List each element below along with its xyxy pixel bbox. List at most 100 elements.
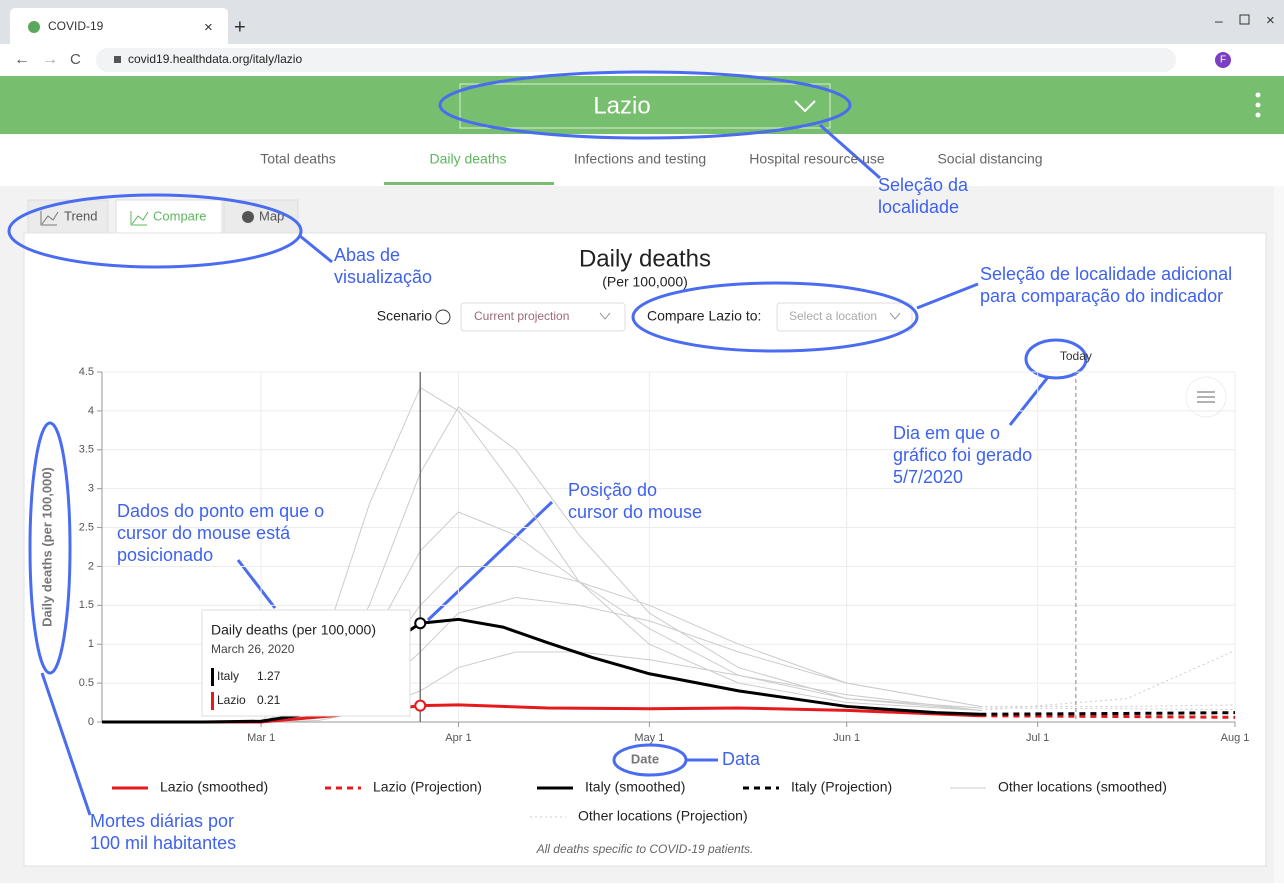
x-tick-label: Jun 1 [833, 732, 860, 744]
url: covid19.healthdata.org/italy/lazio [128, 52, 302, 66]
info-icon[interactable] [435, 309, 451, 325]
maximize[interactable] [1239, 14, 1250, 25]
scenario-label: Scenario [377, 308, 432, 324]
footnote: All deaths specific to COVID-19 patients… [536, 842, 754, 856]
annotation: cursor do mouse está [117, 523, 291, 543]
y-tick-label: 4 [88, 405, 94, 417]
annotation: Dados do ponto em que o [117, 501, 324, 521]
y-axis-label: Daily deaths (per 100,000) [39, 467, 54, 627]
annotation: para comparação do indicador [980, 286, 1223, 306]
annotation: cursor do mouse [568, 502, 702, 522]
annotation: Dia em que o [893, 423, 1000, 443]
annotation: Seleção da [878, 175, 969, 195]
annotation: 5/7/2020 [893, 467, 963, 487]
location-select[interactable] [459, 83, 831, 129]
annotation: Data [722, 749, 761, 769]
trend-icon [40, 211, 59, 226]
compare-select[interactable] [776, 302, 913, 332]
map-icon [242, 211, 254, 223]
nav-active-underline [384, 182, 554, 185]
annotation: Posição do [568, 480, 657, 500]
tab-close[interactable]: × [204, 19, 213, 36]
x-tick-label: Mar 1 [247, 732, 275, 744]
x-axis-label: Date [631, 751, 659, 766]
chart-subtitle: (Per 100,000) [602, 274, 688, 290]
series-line [980, 714, 1236, 719]
y-tick-label: 0.5 [79, 677, 94, 689]
scenario-select[interactable] [460, 302, 626, 332]
y-tick-label: 2.5 [79, 521, 94, 533]
compare-icon [130, 211, 149, 226]
settings-icon [1197, 391, 1215, 403]
x-tick-label: Jul 1 [1026, 732, 1049, 744]
profile-avatar[interactable] [1215, 52, 1231, 68]
tooltip-swatch [211, 692, 214, 710]
chevron [599, 312, 611, 320]
y-tick-label: 1.5 [79, 599, 94, 611]
back-button[interactable]: ← [14, 51, 30, 68]
forward-button[interactable]: → [42, 51, 58, 68]
annotation: posicionado [117, 545, 213, 565]
tooltip [201, 609, 411, 717]
tab-title: COVID-19 [48, 19, 104, 33]
lock-icon [114, 56, 121, 63]
legend-label: Lazio (smoothed) [160, 779, 268, 795]
other-line [980, 649, 1236, 711]
nav-item[interactable]: Total deaths [260, 151, 336, 167]
reload-button[interactable]: C [70, 51, 81, 68]
other-line [102, 651, 981, 723]
minimize[interactable]: – [1215, 13, 1223, 29]
series-line [980, 711, 1236, 716]
new-tab[interactable]: + [234, 16, 246, 38]
profile-initial: F [1220, 55, 1226, 66]
x-tick-label: May 1 [634, 732, 664, 744]
legend-label: Italy (smoothed) [585, 779, 685, 795]
address-bar[interactable] [96, 48, 1176, 72]
view-tab-label: Compare [153, 208, 206, 223]
view-tab-label: Trend [64, 208, 97, 223]
x-tick-label: Aug 1 [1221, 732, 1250, 744]
annotation: localidade [878, 197, 959, 217]
x-tick-label: Apr 1 [445, 732, 471, 744]
chart-card [23, 232, 1267, 867]
nav-item[interactable]: Hospital resource use [749, 151, 885, 167]
location-name: Lazio [593, 92, 650, 119]
menu-dots[interactable] [1255, 92, 1261, 118]
annotation: Mortes diárias por [90, 811, 234, 831]
site-header [0, 76, 1284, 134]
favicon [28, 21, 40, 33]
annotation: Seleção de localidade adicional [980, 264, 1232, 284]
y-tick-label: 0 [88, 716, 94, 728]
tooltip-date: March 26, 2020 [211, 642, 295, 656]
tab[interactable] [10, 8, 228, 44]
legend-label: Other locations (Projection) [578, 808, 748, 824]
legend-label: Italy (Projection) [791, 779, 892, 795]
nav-item[interactable]: Infections and testing [574, 151, 706, 167]
chevron [794, 100, 816, 113]
chevron [889, 312, 901, 320]
scrollbar[interactable] [1274, 186, 1284, 883]
annotation: 100 mil habitantes [90, 833, 236, 853]
annotation: gráfico foi gerado [893, 445, 1032, 465]
series-line [102, 617, 981, 724]
other-line [980, 704, 1236, 707]
tooltip-swatch [211, 668, 214, 686]
nav-item[interactable]: Daily deaths [429, 151, 506, 167]
compare-placeholder: Select a location [789, 309, 877, 323]
other-line [980, 707, 1236, 711]
close-window[interactable]: × [1266, 12, 1275, 29]
annotation-shapes [7, 70, 1088, 816]
annotation: visualização [334, 267, 432, 287]
scenario-value: Current projection [474, 309, 569, 323]
nav-item[interactable]: Social distancing [937, 151, 1042, 167]
legend-label: Other locations (smoothed) [998, 779, 1167, 795]
y-tick-label: 4.5 [79, 366, 94, 378]
tooltip-value: 1.27 [257, 669, 281, 683]
nav-bar [0, 134, 1284, 186]
annotation: Abas de [334, 245, 400, 265]
y-tick-label: 3.5 [79, 444, 94, 456]
series-line [102, 703, 981, 724]
y-tick-label: 3 [88, 483, 94, 495]
